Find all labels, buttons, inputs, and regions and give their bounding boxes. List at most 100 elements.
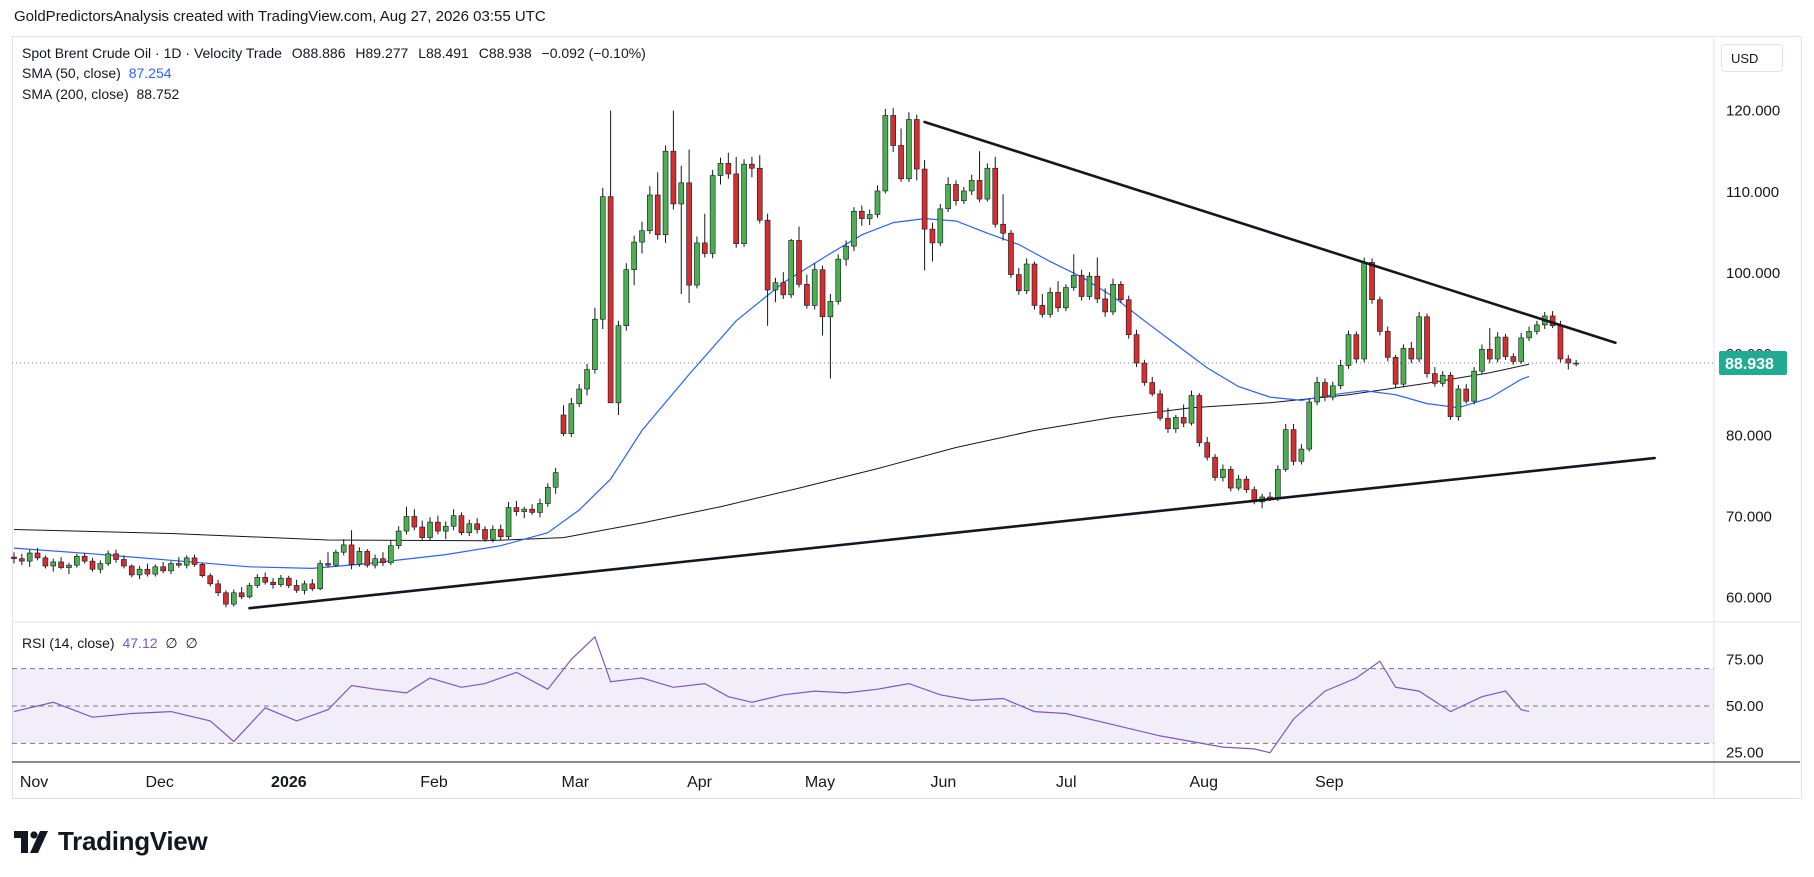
symbol-label: Spot Brent Crude Oil · 1D · Velocity Tra… xyxy=(22,45,282,61)
candle-body xyxy=(1063,287,1069,309)
candle-body xyxy=(709,175,716,254)
candle xyxy=(1078,269,1085,301)
candle-body xyxy=(380,558,386,564)
candle-body xyxy=(309,583,316,590)
candle-body xyxy=(262,577,269,583)
candle xyxy=(1549,311,1556,329)
candle xyxy=(278,574,284,588)
candle-body xyxy=(1471,370,1477,402)
candle-body xyxy=(293,585,300,591)
currency-button[interactable]: USD xyxy=(1721,44,1783,72)
candle-body xyxy=(804,284,810,306)
candle xyxy=(772,277,779,303)
candle xyxy=(1235,475,1242,491)
candle xyxy=(1510,353,1517,365)
candle-body xyxy=(1337,365,1344,387)
candle-body xyxy=(1110,284,1116,313)
candle-body xyxy=(874,190,881,215)
candle-body xyxy=(749,163,755,169)
candle xyxy=(678,165,685,295)
low-value: L88.491 xyxy=(418,45,469,61)
candle-body xyxy=(50,561,57,567)
candle-body xyxy=(105,553,111,564)
candle-body xyxy=(953,184,959,201)
candle-body xyxy=(568,403,575,434)
candle xyxy=(811,263,818,310)
candle-body xyxy=(1180,417,1187,424)
candle xyxy=(631,235,637,286)
candle xyxy=(317,560,323,591)
candle xyxy=(756,155,763,224)
sma200-value: 88.752 xyxy=(136,86,180,102)
candle-body xyxy=(285,577,292,586)
candle-body xyxy=(26,552,33,562)
candle-body xyxy=(599,196,606,320)
candle-body xyxy=(1125,299,1132,335)
candle xyxy=(1110,278,1116,316)
candle-body xyxy=(1463,388,1470,402)
candle-body xyxy=(450,515,457,527)
candle xyxy=(1518,333,1524,364)
change-value: −0.092 (−0.10%) xyxy=(541,45,646,61)
candle-body xyxy=(843,245,849,260)
candle-body xyxy=(1094,275,1101,300)
candle xyxy=(1070,254,1077,291)
candle-body xyxy=(1534,324,1540,332)
candle xyxy=(929,222,936,262)
candle-body xyxy=(835,258,842,302)
candle xyxy=(1031,261,1038,310)
candle xyxy=(890,108,897,152)
candle xyxy=(223,590,229,608)
axes: 120.000110.000100.00090.00080.00070.0006… xyxy=(12,36,1800,798)
candle-body xyxy=(113,553,119,560)
candle xyxy=(254,574,261,588)
time-tick-label: Sep xyxy=(1315,774,1344,791)
candle xyxy=(639,221,645,254)
price-badge xyxy=(1719,351,1787,376)
candle-body xyxy=(694,242,700,286)
candle xyxy=(364,548,371,568)
candle-body xyxy=(1306,401,1313,450)
candle xyxy=(1392,354,1399,389)
candle xyxy=(176,557,182,568)
sma50-label: SMA (50, close) xyxy=(22,65,121,81)
tradingview-logo-icon xyxy=(14,830,48,853)
candle xyxy=(1408,341,1415,364)
candle xyxy=(1526,326,1532,342)
candle xyxy=(694,236,700,289)
candle-body xyxy=(1565,358,1572,364)
candle xyxy=(1173,415,1179,433)
candle xyxy=(733,156,740,248)
price-tick-label: 110.000 xyxy=(1726,184,1779,201)
candle xyxy=(1141,359,1148,386)
tradingview-logo-text: TradingView xyxy=(58,826,208,856)
candle-body xyxy=(866,214,873,219)
candle xyxy=(623,263,630,331)
candle xyxy=(741,159,747,247)
candle-body xyxy=(168,563,174,572)
header-text: GoldPredictorsAnalysis created with Trad… xyxy=(14,8,546,25)
candle xyxy=(1165,407,1171,433)
rsi-line xyxy=(13,635,1530,754)
candle-body xyxy=(929,228,936,244)
candle-body xyxy=(1141,362,1148,383)
candle xyxy=(717,157,724,185)
candle-body xyxy=(81,555,88,562)
candle xyxy=(11,552,17,564)
candle xyxy=(921,160,928,271)
candle xyxy=(183,555,190,569)
candle xyxy=(427,517,433,541)
candle xyxy=(442,521,449,540)
candle xyxy=(482,526,488,542)
candle-body xyxy=(521,508,528,512)
candle xyxy=(976,151,983,203)
candle xyxy=(568,397,575,437)
candle xyxy=(882,108,889,194)
candle-body xyxy=(913,119,920,170)
candle xyxy=(654,172,661,240)
candle xyxy=(709,169,716,259)
candle-body xyxy=(701,242,708,254)
candle-body xyxy=(1345,334,1352,366)
candle-body xyxy=(647,194,653,232)
